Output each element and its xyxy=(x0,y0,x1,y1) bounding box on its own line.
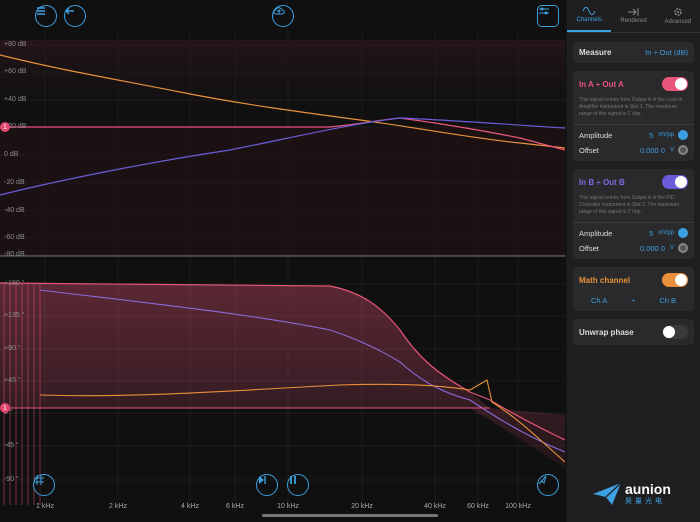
mag-tick-label: -60 dB xyxy=(4,234,25,241)
math-left-operand[interactable]: Ch A xyxy=(590,296,608,305)
bode-plot-canvas xyxy=(0,30,565,505)
math-operator[interactable]: ÷ xyxy=(631,296,636,305)
freq-tick-label: 6 kHz xyxy=(226,503,244,510)
play-step-icon xyxy=(259,476,266,484)
channel-a-title: In A ÷ Out A xyxy=(579,79,624,89)
freq-tick-label: 20 kHz xyxy=(351,503,373,510)
phase-tick-label: +45 ° xyxy=(4,377,21,384)
ch-a-mag-marker[interactable]: 1 xyxy=(0,122,10,132)
tab-channels[interactable]: Channels xyxy=(567,0,612,32)
pause-icon xyxy=(290,476,296,484)
math-channel-card: Math channel Ch A ÷ Ch B xyxy=(573,267,694,311)
mag-tick-label: -20 dB xyxy=(4,179,25,186)
channel-a-toggle[interactable] xyxy=(662,77,688,91)
channel-b-title: In B ÷ Out B xyxy=(579,177,625,187)
mag-tick-label: +80 dB xyxy=(4,41,27,48)
freq-tick-label: 1 kHz xyxy=(36,503,54,510)
mag-tick-label: +20 dB xyxy=(4,123,27,130)
math-channel-toggle[interactable] xyxy=(662,273,688,287)
cursor-icon xyxy=(538,475,547,485)
logo-name: aunion xyxy=(625,481,671,497)
back-button[interactable] xyxy=(64,5,86,27)
measure-value[interactable]: In ÷ Out (dB) xyxy=(645,48,688,57)
math-right-operand[interactable]: Ch B xyxy=(659,296,676,305)
ch-a-phase-band xyxy=(0,283,565,468)
settings-toggle-button[interactable] xyxy=(537,5,559,27)
tab-advanced[interactable]: Advanced xyxy=(656,0,700,32)
menu-button[interactable] xyxy=(35,5,57,27)
channel-b-offset-row[interactable]: Offset 0.000 0 V xyxy=(579,243,688,253)
freq-tick-label: 60 kHz xyxy=(467,503,489,510)
unwrap-phase-card: Unwrap phase xyxy=(573,319,694,345)
phase-tick-label: +180 ° xyxy=(4,280,25,287)
channel-b-description: This signal comes from Output A of the P… xyxy=(579,195,680,215)
bode-plot-area[interactable]: +80 dB +60 dB +40 dB +20 dB 0 dB -20 dB -40 dB… xyxy=(0,0,565,522)
channel-a-card: In A ÷ Out A This signal comes from Outp… xyxy=(573,71,694,161)
channel-a-offset-row[interactable]: Offset 0.000 0 V xyxy=(579,145,688,155)
freq-tick-label: 100 kHz xyxy=(505,503,531,510)
ch-b-phase-trace xyxy=(39,289,565,453)
phase-tick-label: 0 ° xyxy=(4,409,13,416)
channel-b-amplitude-row[interactable]: Amplitude 5 mVpp xyxy=(579,228,688,238)
freq-tick-label: 40 kHz xyxy=(424,503,446,510)
cloud-upload-icon xyxy=(273,7,285,15)
freq-tick-label: 4 kHz xyxy=(181,503,199,510)
ch-a-phase-marker[interactable]: 1 xyxy=(0,403,10,413)
math-expression: Ch A ÷ Ch B xyxy=(579,296,688,305)
cloud-upload-button[interactable] xyxy=(272,5,294,27)
target-icon[interactable] xyxy=(678,243,688,253)
phase-tick-label: +135 ° xyxy=(4,312,25,319)
sliders-icon xyxy=(539,7,549,15)
cursor-button[interactable] xyxy=(537,474,559,496)
phase-tick-label: -90 ° xyxy=(4,476,19,483)
home-indicator xyxy=(262,514,438,517)
freq-tick-label: 2 kHz xyxy=(109,503,127,510)
channel-a-description: This signal comes from Output A of the L… xyxy=(579,97,683,117)
aunion-logo: aunion 昊量光电 xyxy=(592,482,671,506)
ch-b-magnitude-trace xyxy=(0,117,565,196)
info-icon[interactable] xyxy=(678,228,688,238)
measure-label: Measure xyxy=(579,48,612,57)
math-phase-trace xyxy=(39,379,565,463)
math-magnitude-trace xyxy=(0,54,565,149)
export-icon xyxy=(628,8,639,16)
grid-button[interactable] xyxy=(33,474,55,496)
settings-panel: Channels Rendered Advanced Measure In ÷ … xyxy=(567,0,700,522)
unwrap-phase-toggle[interactable] xyxy=(662,325,688,339)
math-channel-title: Math channel xyxy=(579,275,631,285)
tab-rendered[interactable]: Rendered xyxy=(611,0,655,32)
mag-tick-label: 0 dB xyxy=(4,151,19,158)
freq-tick-label: 10 kHz xyxy=(277,503,299,510)
target-icon[interactable] xyxy=(678,145,688,155)
mag-tick-label: +60 dB xyxy=(4,68,27,75)
channel-b-card: In B ÷ Out B This signal comes from Outp… xyxy=(573,169,694,259)
logo-subtitle: 昊量光电 xyxy=(625,498,665,505)
menu-icon xyxy=(37,7,45,15)
grid-icon xyxy=(34,475,44,485)
arrow-left-icon xyxy=(65,7,74,15)
paper-plane-icon xyxy=(593,482,622,505)
step-button[interactable] xyxy=(256,474,278,496)
channel-a-amplitude-row[interactable]: Amplitude 5 mVpp xyxy=(579,130,688,140)
unwrap-phase-label: Unwrap phase xyxy=(579,327,634,337)
measure-card[interactable]: Measure In ÷ Out (dB) xyxy=(573,42,694,63)
pause-button[interactable] xyxy=(287,474,309,496)
phase-tick-label: -45 ° xyxy=(4,442,19,449)
panel-tabs: Channels Rendered Advanced xyxy=(567,0,700,33)
wave-icon xyxy=(583,7,596,15)
info-icon[interactable] xyxy=(678,130,688,140)
channel-b-toggle[interactable] xyxy=(662,175,688,189)
mag-tick-label: -40 dB xyxy=(4,207,25,214)
mag-tick-label: +40 dB xyxy=(4,96,27,103)
phase-tick-label: +90 ° xyxy=(4,345,21,352)
mag-tick-label: -80 dB xyxy=(4,251,25,258)
gear-icon xyxy=(674,8,682,16)
